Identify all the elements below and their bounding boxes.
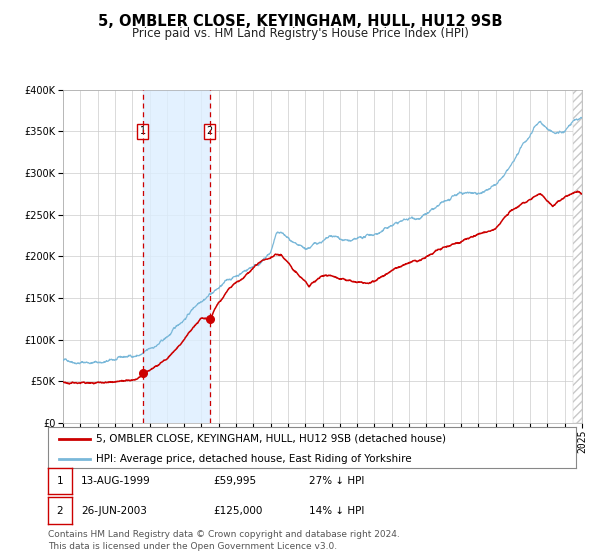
Bar [143, 90, 210, 423]
Text: Price paid vs. HM Land Registry's House Price Index (HPI): Price paid vs. HM Land Registry's House … [131, 27, 469, 40]
Text: 5, OMBLER CLOSE, KEYINGHAM, HULL, HU12 9SB (detached house): 5, OMBLER CLOSE, KEYINGHAM, HULL, HU12 9… [95, 433, 446, 444]
Text: 1: 1 [140, 126, 146, 136]
Text: 1: 1 [56, 476, 64, 486]
Text: 13-AUG-1999: 13-AUG-1999 [81, 476, 151, 486]
Text: 5, OMBLER CLOSE, KEYINGHAM, HULL, HU12 9SB: 5, OMBLER CLOSE, KEYINGHAM, HULL, HU12 9… [98, 14, 502, 29]
Text: 27% ↓ HPI: 27% ↓ HPI [309, 476, 364, 486]
Text: 2: 2 [206, 126, 213, 136]
Text: £125,000: £125,000 [213, 506, 262, 516]
Text: HPI: Average price, detached house, East Riding of Yorkshire: HPI: Average price, detached house, East… [95, 454, 411, 464]
Text: 14% ↓ HPI: 14% ↓ HPI [309, 506, 364, 516]
Text: This data is licensed under the Open Government Licence v3.0.: This data is licensed under the Open Gov… [48, 542, 337, 551]
Text: £59,995: £59,995 [213, 476, 256, 486]
Text: 26-JUN-2003: 26-JUN-2003 [81, 506, 147, 516]
Text: 2: 2 [56, 506, 64, 516]
Text: Contains HM Land Registry data © Crown copyright and database right 2024.: Contains HM Land Registry data © Crown c… [48, 530, 400, 539]
